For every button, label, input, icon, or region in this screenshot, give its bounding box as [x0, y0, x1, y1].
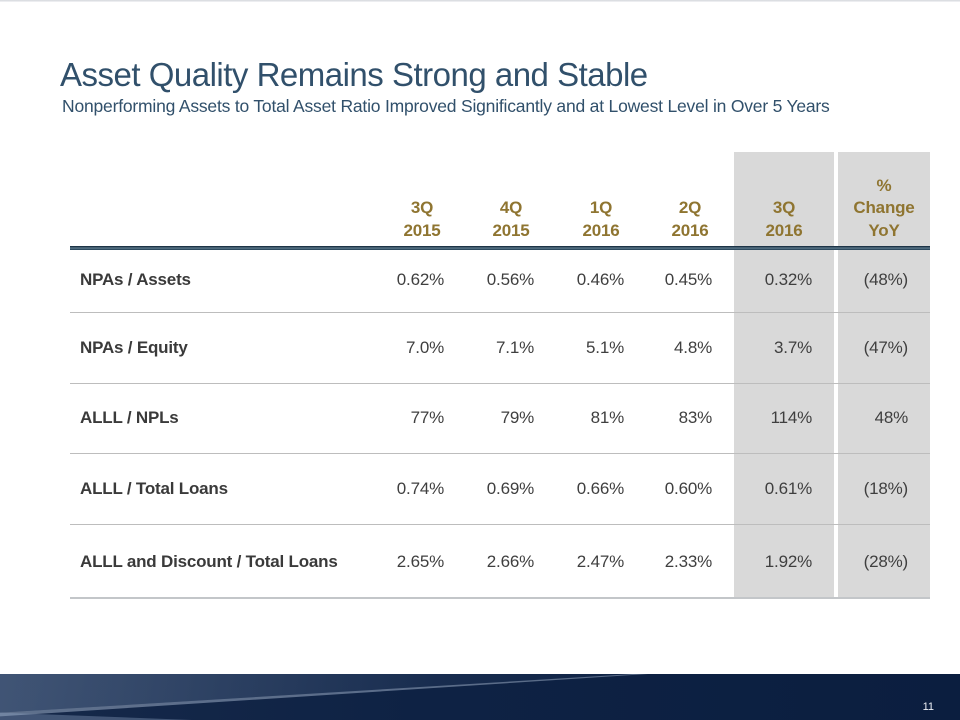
value-cell: 3.7% [734, 312, 834, 383]
column-header: 1Q 2016 [582, 198, 620, 240]
row-label: NPAs / Equity [80, 337, 188, 357]
row-divider [70, 524, 930, 525]
footer-wedge-shape [0, 674, 634, 713]
row-label: ALLL / NPLs [80, 408, 179, 427]
value-cell: 48% [834, 383, 930, 453]
row-label: ALLL / Total Loans [80, 478, 228, 498]
footer-band: 11 [0, 674, 960, 720]
column-header: % Change YoY [834, 152, 930, 247]
value-cell: 1.92% [734, 524, 834, 599]
value-cell: 7.0% [406, 337, 444, 357]
value-cell: 0.60% [664, 478, 712, 498]
column-header: 3Q 2015 [403, 198, 441, 240]
value-cell: 7.1% [496, 337, 534, 357]
header-rule [70, 246, 930, 250]
footer-corner-streak [0, 712, 192, 720]
slide-title: Asset Quality Remains Strong and Stable [60, 56, 648, 93]
value-cell: 0.66% [576, 478, 624, 498]
value-cell: 2.65% [396, 551, 444, 571]
value-cell: 0.56% [486, 269, 534, 289]
page-number: 11 [922, 701, 934, 713]
value-cell: (47%) [834, 312, 930, 383]
value-cell: 0.32% [734, 247, 834, 312]
value-cell: 79% [500, 408, 535, 427]
value-cell: 0.62% [396, 269, 444, 289]
value-cell: 81% [590, 408, 625, 427]
value-cell: 2.47% [576, 551, 624, 571]
table-grid: 3Q 2015 4Q 2015 1Q 2016 2Q 2016 3Q 2016% Change YoY… [70, 152, 930, 599]
value-cell: 2.66% [486, 551, 534, 571]
value-cell: (28%) [834, 524, 930, 599]
value-cell: 83% [678, 408, 713, 427]
table-corner-cell [70, 152, 378, 247]
row-divider [70, 312, 930, 313]
column-header: 3Q 2016 [734, 152, 834, 247]
column-header: 2Q 2016 [671, 198, 709, 240]
row-divider [70, 453, 930, 454]
row-divider [70, 383, 930, 384]
table-bottom-border [70, 597, 930, 599]
value-cell: 0.69% [486, 478, 534, 498]
value-cell: 0.46% [576, 269, 624, 289]
value-cell: 0.45% [664, 269, 712, 289]
value-cell: 77% [410, 408, 445, 427]
value-cell: 4.8% [674, 337, 712, 357]
row-label: ALLL and Discount / Total Loans [80, 551, 338, 571]
value-cell: 0.74% [396, 478, 444, 498]
column-header: 4Q 2015 [492, 198, 530, 240]
slide-subtitle: Nonperforming Assets to Total Asset Rati… [62, 96, 830, 116]
value-cell: (18%) [834, 453, 930, 524]
value-cell: 114% [734, 383, 834, 453]
row-label: NPAs / Assets [80, 269, 191, 289]
value-cell: (48%) [834, 247, 930, 312]
asset-quality-table: 3Q 2015 4Q 2015 1Q 2016 2Q 2016 3Q 2016% Change YoY… [70, 152, 930, 599]
value-cell: 5.1% [586, 337, 624, 357]
value-cell: 2.33% [664, 551, 712, 571]
value-cell: 0.61% [734, 453, 834, 524]
top-border-line [0, 0, 960, 2]
